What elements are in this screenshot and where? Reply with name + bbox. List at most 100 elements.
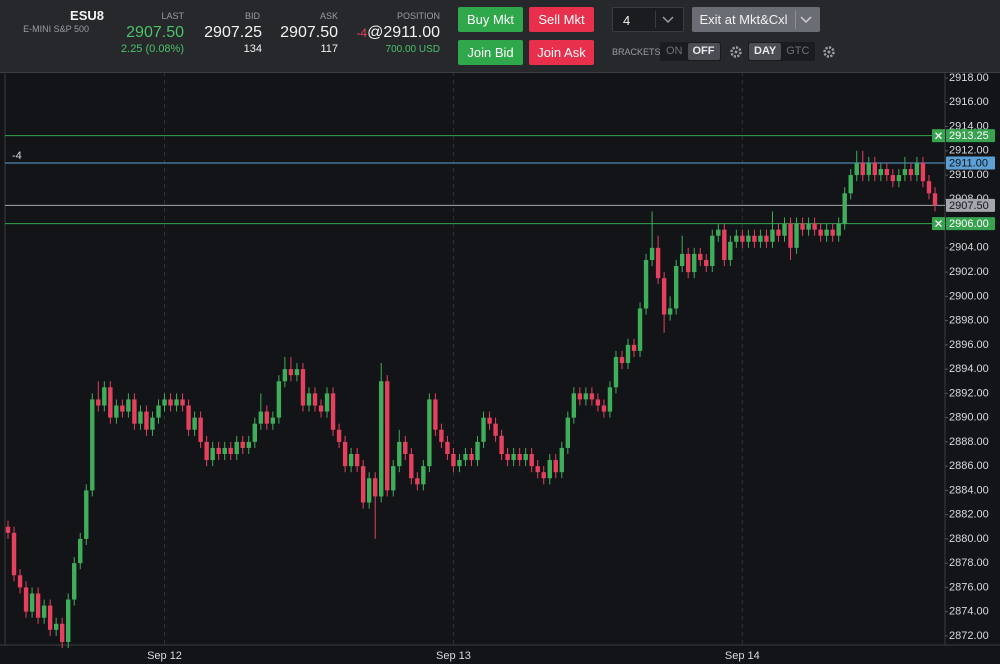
- candle-body: [23, 587, 29, 612]
- x-tick-label: Sep 13: [436, 650, 471, 662]
- join-ask-button[interactable]: Join Ask: [529, 40, 594, 65]
- gear-center: [734, 50, 738, 54]
- candle-body: [902, 169, 908, 176]
- symbol: ESU8: [70, 8, 104, 23]
- candle-body: [692, 253, 697, 273]
- y-tick-label: 2876.00: [949, 581, 989, 593]
- candle-body: [722, 229, 727, 260]
- candle-body: [764, 235, 769, 242]
- candle-body: [607, 387, 613, 412]
- y-tick-label: 2886.00: [949, 460, 989, 472]
- brackets-settings[interactable]: [729, 45, 743, 59]
- candle-body: [150, 417, 155, 430]
- candle-body: [487, 417, 492, 424]
- candle-body: [806, 223, 811, 230]
- tif-settings[interactable]: [822, 45, 836, 59]
- candle-body: [511, 454, 516, 461]
- brackets-toggle[interactable]: ON OFF: [660, 42, 721, 61]
- candle-body: [385, 381, 390, 491]
- candle-body: [96, 399, 101, 406]
- quantity-value: 4: [623, 13, 631, 28]
- candle-body: [421, 466, 426, 485]
- candle-body: [90, 399, 95, 491]
- candle-body: [403, 441, 408, 454]
- candle-body: [667, 308, 673, 315]
- tif-toggle[interactable]: DAY GTC: [748, 42, 816, 61]
- candle-body: [734, 235, 739, 242]
- y-tick-label: 2902.00: [949, 266, 989, 278]
- candle-body: [878, 169, 884, 176]
- candle-body: [704, 259, 709, 267]
- brackets-label: BRACKETS: [612, 47, 661, 57]
- brackets-off[interactable]: OFF: [687, 43, 720, 60]
- candle-body: [884, 169, 890, 176]
- candle-body: [788, 223, 793, 248]
- candle-body: [258, 411, 264, 424]
- candle-body: [312, 393, 318, 406]
- candle-body: [240, 441, 245, 448]
- bid-price: 2907.25: [204, 24, 262, 41]
- header: ESU8 E-MINI S&P 500 LAST 2907.50 2.25 (0…: [0, 0, 1000, 73]
- candle-body: [126, 399, 131, 412]
- candle-body: [66, 599, 71, 642]
- candle-body: [577, 393, 583, 400]
- candle-body: [541, 472, 546, 479]
- sell-market-button[interactable]: Sell Mkt: [529, 7, 594, 32]
- candle-body: [457, 460, 462, 467]
- candle-body: [872, 162, 877, 176]
- last-label: LAST: [161, 11, 184, 21]
- brackets-on[interactable]: ON: [666, 45, 683, 57]
- join-bid-button[interactable]: Join Bid: [458, 40, 523, 65]
- tif-day[interactable]: DAY: [749, 43, 782, 60]
- gear-shape: [730, 46, 742, 58]
- candle-body: [216, 447, 221, 454]
- candle-body: [836, 223, 841, 236]
- candle-body: [848, 175, 853, 194]
- candle-body: [162, 399, 167, 406]
- candle-body: [397, 441, 402, 467]
- candle-body: [108, 387, 113, 418]
- candle-body: [342, 441, 348, 467]
- candle-body: [896, 175, 902, 182]
- candle-body: [619, 356, 625, 364]
- position-label: POSITION: [396, 11, 440, 21]
- candle-body: [29, 593, 35, 612]
- candle-body: [114, 405, 119, 418]
- candle-body: [830, 229, 835, 236]
- y-tick-label: 2880.00: [949, 533, 989, 545]
- bid-size: 134: [243, 43, 262, 55]
- candle-body: [415, 478, 420, 485]
- candle-body: [583, 393, 589, 400]
- price-line-label: 2906.00: [949, 218, 989, 230]
- candle-body: [812, 223, 817, 230]
- candle-body: [192, 417, 197, 430]
- exit-dropdown[interactable]: [800, 16, 812, 24]
- gear-center: [827, 50, 831, 54]
- buy-market-button[interactable]: Buy Mkt: [458, 7, 523, 32]
- candle-body: [595, 399, 601, 406]
- candle-body: [427, 399, 432, 467]
- candle-body: [643, 259, 649, 309]
- candle-body: [559, 447, 564, 473]
- candle-body: [625, 344, 631, 364]
- candle-body: [409, 454, 414, 479]
- last-price: 2907.50: [126, 24, 184, 41]
- candle-body: [246, 441, 251, 448]
- candle-body: [463, 454, 468, 461]
- candle-body: [306, 393, 312, 406]
- cancel-icon: [935, 132, 942, 140]
- candle-body: [72, 563, 77, 600]
- candle-body: [547, 460, 552, 479]
- tif-gtc[interactable]: GTC: [786, 45, 810, 57]
- candle-body: [818, 229, 823, 236]
- symbol-name: E-MINI S&P 500: [23, 24, 89, 34]
- candle-body: [649, 247, 655, 260]
- candle-body: [601, 405, 607, 412]
- candle-body: [679, 253, 685, 267]
- candle-body: [655, 247, 661, 279]
- quantity-input[interactable]: 4: [612, 7, 684, 32]
- divider: [655, 11, 656, 28]
- exit-button[interactable]: Exit at Mkt&Cxl: [699, 12, 788, 27]
- chart-background: [0, 72, 1000, 664]
